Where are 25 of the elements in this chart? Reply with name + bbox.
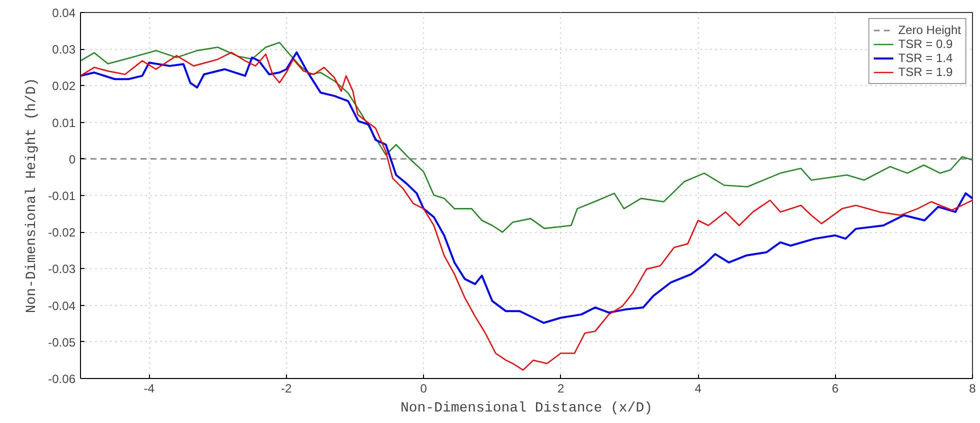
y-tick-label: -0.06 [48, 372, 76, 386]
x-tick-label: 4 [694, 382, 702, 396]
line-series [80, 42, 972, 233]
y-tick-label: 0.04 [52, 6, 76, 20]
x-tick-label: 8 [969, 382, 976, 396]
legend-label: TSR = 1.4 [898, 51, 953, 65]
y-tick-label: -0.01 [48, 189, 76, 203]
x-tick-label: 0 [420, 382, 428, 396]
y-tick-label: -0.03 [48, 262, 76, 276]
y-tick-label: 0 [68, 152, 76, 166]
x-tick-label: -4 [144, 382, 155, 396]
y-tick-label: -0.05 [48, 335, 76, 350]
x-tick-label: 2 [557, 382, 564, 396]
y-tick-label: 0.01 [52, 116, 76, 130]
x-tick-label: 6 [832, 382, 839, 396]
y-tick-label: -0.04 [48, 298, 76, 313]
legend-label: TSR = 1.9 [898, 65, 953, 79]
y-tick-label: -0.02 [48, 226, 76, 240]
legend-label: Zero Height [898, 23, 961, 37]
legend-label: TSR = 0.9 [898, 37, 953, 51]
x-tick-label: -2 [281, 382, 292, 396]
x-axis-title: Non-Dimensional Distance (x/D) [400, 400, 653, 416]
y-tick-label: 0.03 [52, 42, 76, 57]
y-tick-label: 0.02 [52, 79, 76, 94]
y-axis-title: Non-Dimensional Height (h/D) [24, 78, 40, 314]
